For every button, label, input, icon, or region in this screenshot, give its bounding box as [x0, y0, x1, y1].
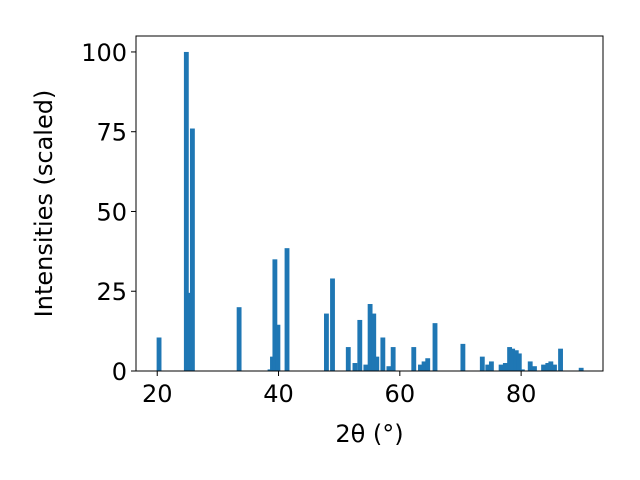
- y-tick-label: 75: [96, 119, 127, 147]
- bar: [425, 358, 431, 371]
- bar: [380, 337, 386, 371]
- bar: [507, 347, 513, 371]
- bar: [498, 364, 504, 371]
- bar: [552, 364, 557, 371]
- bar: [345, 347, 351, 371]
- x-tick-label: 40: [263, 380, 294, 408]
- bar: [432, 323, 438, 371]
- bar: [488, 361, 494, 371]
- x-axis: 20 40 60 80: [142, 371, 536, 408]
- bar: [485, 364, 491, 371]
- plot-frame: [135, 35, 604, 372]
- bar: [548, 361, 554, 371]
- y-axis-label: Intensities (scaled): [30, 90, 58, 318]
- bars-group: [156, 51, 584, 371]
- bar: [156, 337, 162, 371]
- bar: [516, 353, 522, 371]
- bar: [357, 319, 363, 371]
- bar: [513, 350, 519, 371]
- bar: [558, 348, 563, 371]
- bar: [479, 356, 485, 371]
- bar: [367, 304, 373, 371]
- bar: [418, 364, 423, 371]
- x-tick-label: 60: [385, 380, 416, 408]
- bar: [371, 313, 377, 371]
- y-tick-label: 0: [112, 358, 127, 386]
- bar: [578, 367, 584, 371]
- bar: [284, 248, 290, 371]
- bar: [532, 366, 537, 371]
- bar: [411, 347, 417, 371]
- bar: [330, 278, 335, 371]
- bar: [189, 128, 195, 371]
- bar: [236, 307, 242, 371]
- bar: [390, 347, 396, 371]
- bar: [541, 364, 546, 371]
- bar: [275, 324, 281, 371]
- y-tick-label: 50: [96, 198, 127, 226]
- bar: [502, 363, 508, 371]
- bar: [186, 292, 192, 371]
- bar: [519, 369, 525, 371]
- y-tick-label: 100: [81, 39, 127, 67]
- bar: [267, 369, 273, 371]
- bar: [421, 361, 427, 371]
- bar: [374, 356, 380, 371]
- bar: [183, 51, 189, 371]
- bar: [363, 364, 369, 371]
- x-tick-label: 80: [506, 380, 537, 408]
- bar: [510, 348, 516, 371]
- bar: [352, 363, 358, 371]
- bar: [272, 259, 278, 371]
- bar: [386, 366, 392, 371]
- bar: [324, 313, 329, 371]
- bar: [527, 361, 533, 371]
- x-tick-label: 20: [142, 380, 173, 408]
- x-axis-label: 2θ (°): [335, 420, 403, 448]
- bar: [545, 363, 551, 371]
- y-tick-label: 25: [96, 278, 127, 306]
- y-axis: 0 25 50 75 100: [81, 39, 136, 386]
- bar: [460, 343, 466, 371]
